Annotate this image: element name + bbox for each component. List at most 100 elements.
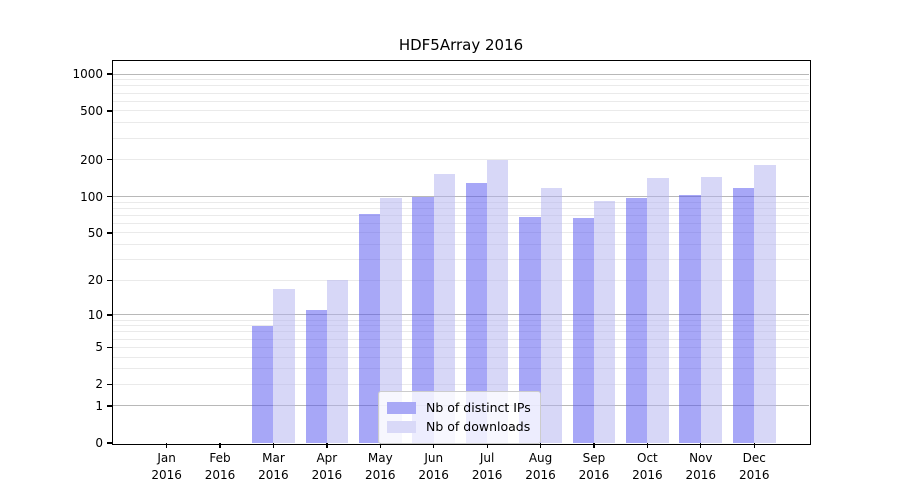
bar-downloads-jun <box>433 174 456 443</box>
x-tick-mark <box>646 443 649 448</box>
y-tick-mark <box>107 159 112 161</box>
grid-line-minor <box>113 159 809 161</box>
legend-item-distinct-ips: Nb of distinct IPs <box>387 399 531 416</box>
grid-line-minor <box>113 137 809 139</box>
y-tick-mark <box>107 405 112 407</box>
bar-distinct-ips-may <box>358 213 381 443</box>
x-tick-mark <box>700 443 702 448</box>
grid-line-minor <box>113 346 809 348</box>
bar-distinct-ips-mar <box>252 325 274 443</box>
y-tick-label: 2 <box>95 377 103 392</box>
grid-line-minor <box>113 259 809 261</box>
x-tick-label-nov: Nov 2016 <box>685 451 717 482</box>
x-tick-label-jul: Jul 2016 <box>471 451 503 482</box>
grid-line-minor <box>113 383 809 385</box>
bar-downloads-jul <box>487 159 509 443</box>
grid-line-major <box>113 196 809 197</box>
bar-downloads-nov <box>700 176 723 443</box>
y-tick-mark <box>107 195 112 198</box>
x-tick-mark <box>166 443 168 448</box>
x-tick-label-sep: Sep 2016 <box>578 451 610 482</box>
y-tick-mark <box>107 314 112 316</box>
grid-line-minor <box>113 338 809 340</box>
bar-distinct-ips-apr <box>305 310 327 443</box>
grid-line-minor <box>113 222 809 224</box>
x-tick-label-mar: Mar 2016 <box>258 451 289 482</box>
x-tick-mark <box>379 443 381 448</box>
bar-downloads-oct <box>647 178 669 443</box>
x-tick-mark <box>486 443 488 448</box>
bar-distinct-ips-aug <box>519 216 541 443</box>
x-tick-mark <box>593 443 595 448</box>
x-tick-mark <box>753 443 755 448</box>
grid-line-minor <box>113 207 809 209</box>
bar-distinct-ips-dec <box>732 188 755 443</box>
bar-distinct-ips-oct <box>626 197 648 443</box>
y-tick-mark <box>107 383 112 386</box>
legend-label-downloads: Nb of downloads <box>426 419 531 434</box>
x-tick-label-feb: Feb 2016 <box>204 451 236 482</box>
y-tick-label: 500 <box>80 103 103 118</box>
y-tick-mark <box>107 232 112 234</box>
grid-line-minor <box>113 100 809 102</box>
grid-line-minor <box>113 214 809 216</box>
y-tick-label: 10 <box>87 307 103 322</box>
grid-line-major <box>113 314 809 316</box>
bar-distinct-ips-jun <box>412 196 434 443</box>
x-tick-label-apr: Apr 2016 <box>311 451 343 482</box>
x-tick-label-may: May 2016 <box>364 451 396 482</box>
legend-swatch-downloads-icon <box>387 420 416 433</box>
grid-line-minor <box>113 244 809 246</box>
bar-downloads-may <box>380 198 402 443</box>
grid-line-minor <box>113 356 809 358</box>
y-tick-label: 1 <box>95 398 103 413</box>
grid-line-minor <box>113 331 809 333</box>
grid-line-minor <box>113 92 809 94</box>
grid-line-minor <box>113 319 809 321</box>
y-tick-mark <box>107 279 112 282</box>
bar-downloads-aug <box>540 188 562 443</box>
x-tick-mark <box>539 443 542 448</box>
legend-item-downloads: Nb of downloads <box>387 418 531 435</box>
y-tick-mark <box>107 73 112 75</box>
x-tick-mark <box>219 443 221 448</box>
bar-distinct-ips-nov <box>679 195 701 443</box>
grid-line-minor <box>113 279 809 281</box>
grid-line-minor <box>113 325 809 327</box>
y-tick-label: 100 <box>80 189 103 204</box>
y-tick-label: 20 <box>87 273 103 288</box>
chart-title: HDF5Array 2016 <box>398 36 524 54</box>
y-tick-label: 5 <box>95 340 103 355</box>
grid-line-minor <box>113 110 809 112</box>
y-tick-label: 0 <box>95 436 103 450</box>
x-tick-label-dec: Dec 2016 <box>738 451 770 482</box>
grid-line-minor <box>113 368 809 370</box>
legend-label-distinct-ips: Nb of distinct IPs <box>426 400 531 415</box>
legend: Nb of distinct IPs Nb of downloads <box>378 391 541 444</box>
grid-line-minor <box>113 201 809 203</box>
y-tick-label: 1000 <box>72 67 103 81</box>
y-tick-mark <box>107 110 112 112</box>
bar-distinct-ips-jul <box>465 183 488 443</box>
y-tick-mark <box>107 442 112 444</box>
x-tick-mark <box>326 443 328 448</box>
bar-distinct-ips-sep <box>572 217 594 443</box>
x-tick-label-oct: Oct 2016 <box>632 451 663 482</box>
grid-line-minor <box>113 122 809 124</box>
y-tick-label: 50 <box>87 225 103 240</box>
y-tick-mark <box>107 346 112 348</box>
bar-downloads-apr <box>326 280 349 443</box>
bar-downloads-dec <box>754 165 776 443</box>
bar-downloads-sep <box>593 200 616 443</box>
grid-line-minor <box>113 79 809 81</box>
grid-line-minor <box>113 232 809 234</box>
x-tick-mark <box>433 443 435 448</box>
x-tick-label-jun: Jun 2016 <box>418 451 449 482</box>
grid-line-minor <box>113 85 809 87</box>
y-tick-label: 200 <box>80 152 103 167</box>
grid-line-major <box>113 73 809 75</box>
